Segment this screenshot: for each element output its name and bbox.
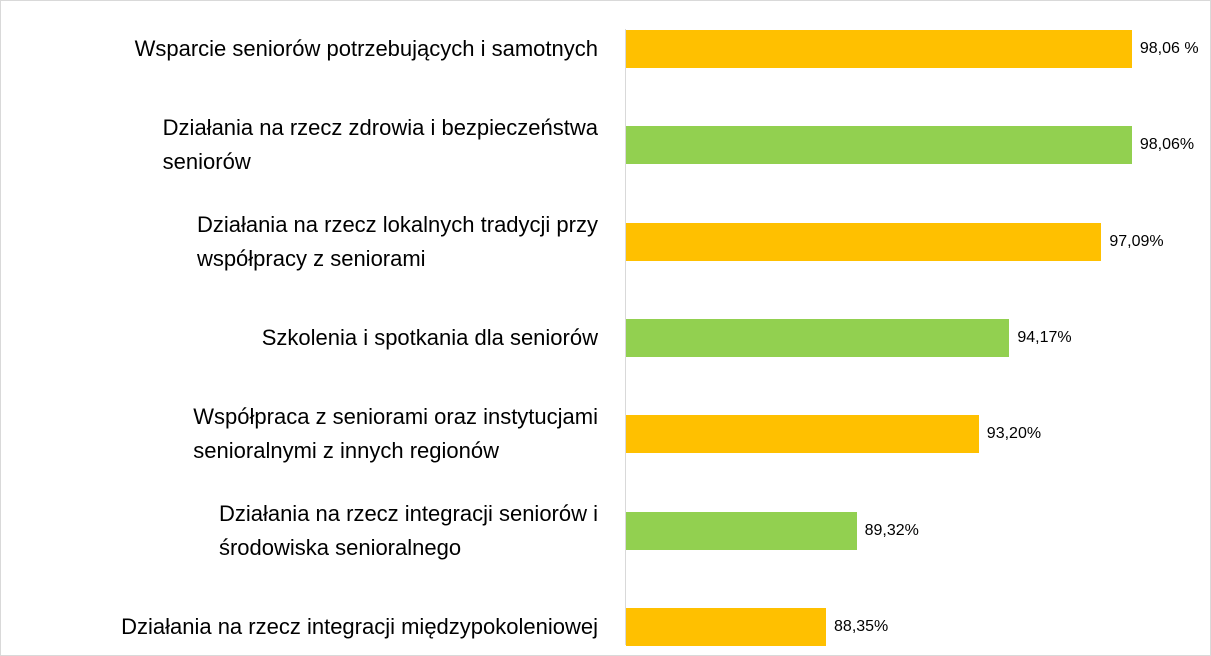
bar — [626, 415, 979, 454]
bar — [626, 318, 1010, 357]
value-label: 97,09% — [1109, 232, 1164, 250]
value-label: 98,06% — [1139, 136, 1195, 154]
bar — [626, 511, 857, 550]
category-label: Szkolenia i spotkania dla seniorów — [261, 324, 598, 350]
category-label: Współpraca z seniorami oraz instytucjami… — [193, 404, 598, 464]
category-label: Wsparcie seniorów potrzebujących i samot… — [134, 36, 598, 61]
category-label: Działania na rzecz zdrowia i bezpieczeńs… — [162, 115, 598, 175]
category-label: Działania na rzecz integracji seniorów i… — [218, 500, 598, 560]
value-label: 88,35% — [834, 617, 889, 635]
axis-line — [625, 29, 626, 645]
category-label: Działania na rzecz integracji międzypoko… — [121, 613, 598, 639]
value-label: 94,17% — [1017, 328, 1072, 346]
value-label: 98,06 % — [1139, 40, 1199, 57]
bar — [626, 30, 1132, 68]
value-label: 93,20% — [986, 425, 1042, 443]
bar — [626, 222, 1102, 261]
bar — [626, 607, 827, 646]
value-label: 89,32% — [864, 521, 919, 539]
category-label: Działania na rzecz lokalnych tradycji pr… — [196, 211, 598, 271]
bar — [626, 126, 1132, 165]
